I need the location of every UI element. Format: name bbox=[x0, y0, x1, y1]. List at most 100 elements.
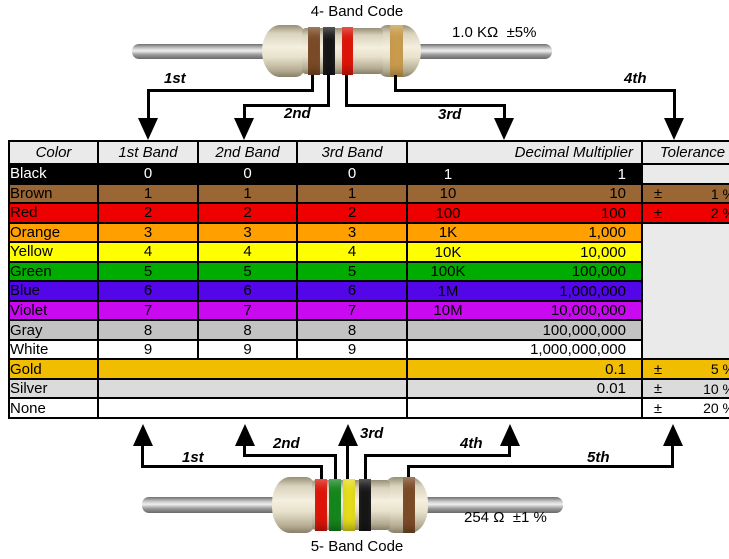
color-name: Violet bbox=[8, 299, 99, 322]
band-digit: 1 bbox=[296, 182, 408, 205]
arrow-line bbox=[243, 454, 337, 457]
table-row-none: None ±20 % bbox=[8, 397, 729, 419]
arrowhead-down-icon bbox=[234, 118, 254, 140]
column-header-color: Color bbox=[8, 140, 99, 165]
multiplier-cell: 1M 1,000,000 bbox=[406, 280, 643, 302]
multiplier-cell: 0.01 bbox=[406, 377, 643, 400]
four-band-resistor bbox=[262, 25, 421, 77]
multiplier-cell: 0.1 bbox=[406, 358, 643, 380]
band-digit: 3 bbox=[296, 221, 408, 244]
band-digit: 5 bbox=[97, 260, 199, 283]
top-resistor-band-4-gold bbox=[390, 25, 403, 77]
tolerance-cell: ±1 % bbox=[641, 182, 729, 205]
arrow-line bbox=[243, 445, 246, 457]
resistor-lead-left bbox=[132, 44, 263, 59]
multiplier-cell bbox=[406, 397, 643, 419]
arrow-line bbox=[671, 445, 674, 468]
plus-minus-sign: ± bbox=[653, 399, 663, 417]
arrow-line bbox=[673, 89, 676, 119]
five-band-resistor bbox=[272, 477, 428, 533]
arrow-line bbox=[147, 89, 314, 92]
band-digit: 3 bbox=[97, 221, 199, 244]
bands-merged-cell bbox=[97, 397, 408, 419]
band-digit: 0 bbox=[197, 163, 298, 185]
multiplier-prefix: 1M bbox=[437, 282, 459, 300]
band-digit: 6 bbox=[296, 280, 408, 302]
bottom-arrow-label-5th: 5th bbox=[587, 449, 610, 466]
multiplier-prefix: 100K bbox=[430, 263, 466, 281]
four-band-code-title: 4- Band Code bbox=[310, 3, 404, 20]
arrowhead-up-icon bbox=[133, 424, 153, 446]
bottom-resistor-band-3-yellow bbox=[343, 479, 355, 531]
arrow-line bbox=[141, 465, 323, 468]
table-row-orange: Orange 3 3 3 1K 1,000 bbox=[8, 221, 729, 361]
arrow-line bbox=[345, 75, 348, 107]
band-digit: 9 bbox=[296, 338, 408, 361]
color-name: Red bbox=[8, 202, 99, 224]
bottom-arrow-label-3rd: 3rd bbox=[360, 425, 384, 442]
band-digit: 2 bbox=[197, 202, 298, 224]
arrow-line bbox=[327, 75, 330, 107]
band-digit: 0 bbox=[97, 163, 199, 185]
bottom-arrow-label-1st: 1st bbox=[182, 449, 204, 466]
multiplier-prefix: 1 bbox=[443, 165, 453, 183]
arrowhead-up-icon bbox=[338, 424, 358, 446]
multiplier-value: 100,000 bbox=[571, 263, 626, 281]
band-digit: 9 bbox=[97, 338, 199, 361]
column-header-tolerance: Tolerance bbox=[641, 140, 729, 165]
band-digit: 6 bbox=[197, 280, 298, 302]
arrow-line bbox=[407, 465, 674, 468]
table-row-gray: Gray 8 8 8 100,000,000 bbox=[8, 319, 729, 341]
bottom-resistor-band-1-red bbox=[315, 479, 327, 531]
five-band-value-label: 254 Ω ±1 % bbox=[464, 509, 547, 526]
band-digit: 1 bbox=[97, 182, 199, 205]
multiplier-prefix: 1K bbox=[438, 224, 458, 242]
band-digit: 9 bbox=[197, 338, 298, 361]
multiplier-prefix: 10M bbox=[433, 302, 463, 320]
tolerance-value: 2 % bbox=[710, 205, 729, 222]
bottom-arrow-label-4th: 4th bbox=[460, 435, 483, 452]
band-digit: 1 bbox=[197, 182, 298, 205]
tolerance-cell: ±5 % bbox=[641, 358, 729, 380]
band-digit: 0 bbox=[296, 163, 408, 185]
bottom-resistor-band-4-black bbox=[359, 479, 371, 531]
five-band-code-title: 5- Band Code bbox=[310, 538, 404, 555]
arrow-line bbox=[147, 89, 150, 119]
band-digit: 8 bbox=[197, 319, 298, 341]
arrow-line bbox=[394, 89, 676, 92]
table-row-silver: Silver 0.01 ±10 % bbox=[8, 377, 729, 400]
multiplier-value: 1,000,000,000 bbox=[530, 341, 626, 359]
tolerance-empty-cell bbox=[641, 163, 729, 185]
four-band-value-label: 1.0 KΩ ±5% bbox=[452, 24, 537, 41]
arrow-line bbox=[345, 104, 506, 107]
tolerance-cell: ±20 % bbox=[641, 397, 729, 419]
table-row-gold: Gold 0.1 ±5 % bbox=[8, 358, 729, 380]
band-digit: 4 bbox=[197, 241, 298, 263]
arrowhead-up-icon bbox=[663, 424, 683, 446]
column-header-2nd-band: 2nd Band bbox=[197, 140, 298, 165]
arrow-line bbox=[364, 454, 511, 457]
tolerance-cell: ±2 % bbox=[641, 202, 729, 224]
bottom-arrow-label-2nd: 2nd bbox=[273, 435, 300, 452]
color-name: None bbox=[8, 397, 99, 419]
multiplier-prefix: 10K bbox=[434, 243, 462, 261]
arrow-line bbox=[320, 465, 323, 479]
color-name: Gold bbox=[8, 358, 99, 380]
table-row-yellow: Yellow 4 4 4 10K 10,000 bbox=[8, 241, 729, 263]
color-name: Yellow bbox=[8, 241, 99, 263]
arrowhead-down-icon bbox=[664, 118, 684, 140]
multiplier-cell: 100 100 bbox=[406, 202, 643, 224]
band-digit: 8 bbox=[97, 319, 199, 341]
multiplier-cell: 10K 10,000 bbox=[406, 241, 643, 263]
arrow-line bbox=[141, 445, 144, 468]
arrow-line bbox=[503, 104, 506, 119]
top-arrow-label-2nd: 2nd bbox=[284, 105, 311, 122]
arrowhead-down-icon bbox=[138, 118, 158, 140]
column-header-1st-band: 1st Band bbox=[97, 140, 199, 165]
band-digit: 7 bbox=[296, 299, 408, 322]
resistor-lead-right bbox=[427, 497, 563, 513]
band-digit: 4 bbox=[296, 241, 408, 263]
band-digit: 3 bbox=[197, 221, 298, 244]
multiplier-cell: 1K 1,000 bbox=[406, 221, 643, 244]
